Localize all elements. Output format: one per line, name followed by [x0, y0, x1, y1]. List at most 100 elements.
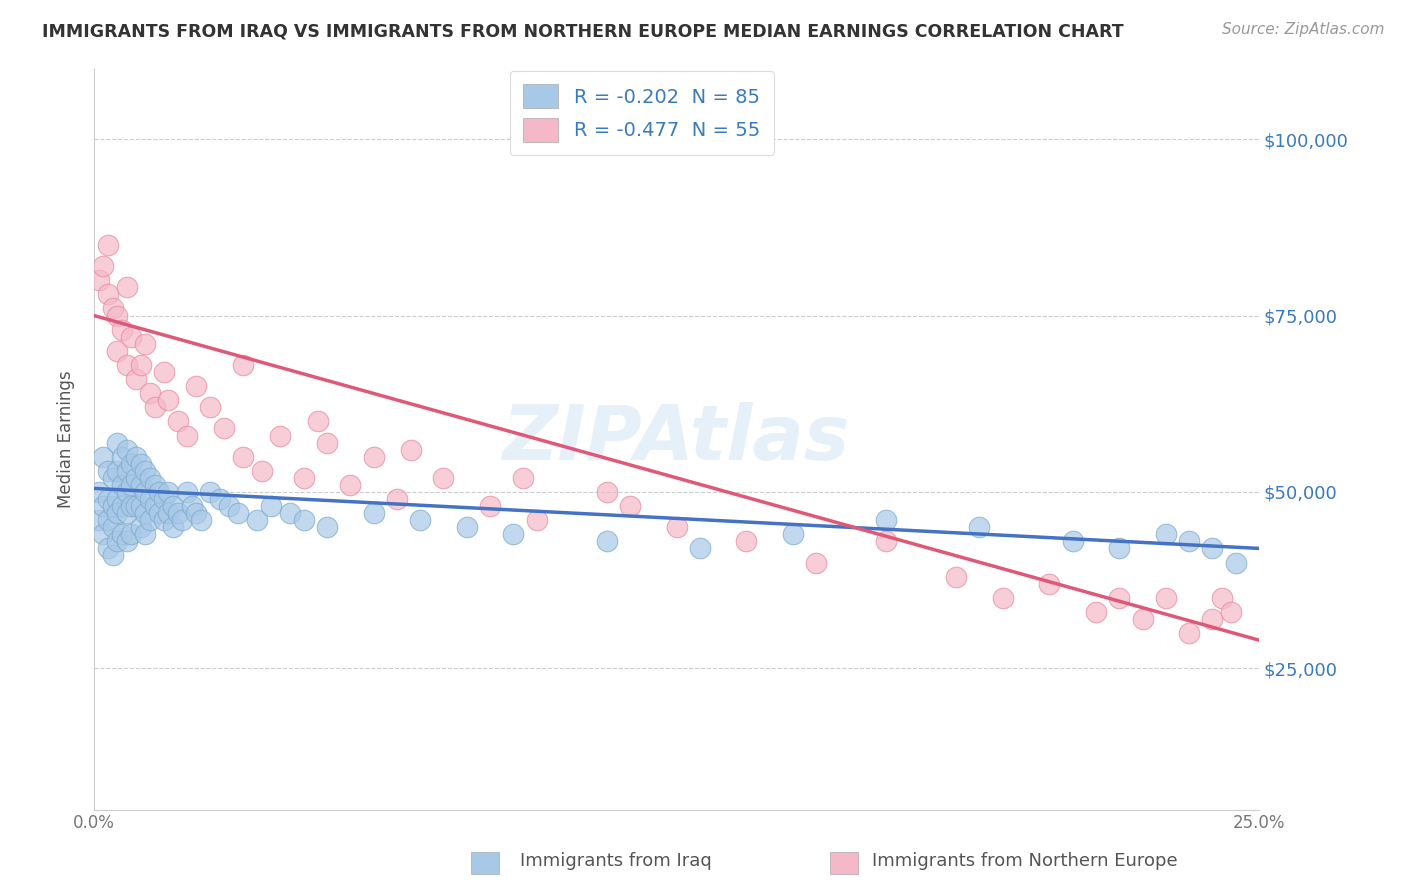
Immigrants from Iraq — [97, 464, 120, 478]
Immigrants from Iraq — [153, 513, 176, 527]
Immigrants from Northern Europe — [269, 428, 291, 442]
Immigrants from Iraq — [218, 499, 240, 513]
Immigrants from Northern Europe — [97, 287, 120, 301]
Immigrants from Northern Europe — [157, 393, 180, 408]
Immigrants from Iraq — [162, 499, 184, 513]
Immigrants from Northern Europe — [595, 485, 617, 500]
Immigrants from Iraq — [97, 513, 120, 527]
Immigrants from Iraq — [595, 534, 617, 549]
Immigrants from Iraq — [120, 527, 142, 541]
Immigrants from Northern Europe — [1132, 612, 1154, 626]
Immigrants from Northern Europe — [1220, 605, 1243, 619]
Immigrants from Iraq — [190, 513, 212, 527]
Immigrants from Iraq — [129, 499, 152, 513]
Immigrants from Northern Europe — [129, 358, 152, 372]
Immigrants from Iraq — [689, 541, 711, 556]
Immigrants from Iraq — [409, 513, 432, 527]
Immigrants from Iraq — [278, 506, 301, 520]
Immigrants from Northern Europe — [214, 421, 236, 435]
Immigrants from Iraq — [87, 513, 110, 527]
Immigrants from Iraq — [111, 478, 134, 492]
Immigrants from Northern Europe — [250, 464, 273, 478]
Immigrants from Iraq — [101, 499, 124, 513]
Immigrants from Northern Europe — [134, 336, 156, 351]
Immigrants from Iraq — [875, 513, 897, 527]
Immigrants from Northern Europe — [111, 323, 134, 337]
Immigrants from Iraq — [363, 506, 385, 520]
Immigrants from Northern Europe — [432, 471, 454, 485]
Immigrants from Northern Europe — [945, 569, 967, 583]
Immigrants from Iraq — [200, 485, 222, 500]
Immigrants from Iraq — [125, 450, 148, 464]
Immigrants from Iraq — [115, 534, 138, 549]
Immigrants from Iraq — [129, 457, 152, 471]
Immigrants from Iraq — [1062, 534, 1084, 549]
Immigrants from Northern Europe — [385, 491, 408, 506]
Immigrants from Iraq — [101, 549, 124, 563]
Immigrants from Iraq — [157, 506, 180, 520]
Immigrants from Northern Europe — [875, 534, 897, 549]
Immigrants from Iraq — [157, 485, 180, 500]
Text: Immigrants from Northern Europe: Immigrants from Northern Europe — [872, 852, 1177, 870]
Immigrants from Northern Europe — [143, 401, 166, 415]
Immigrants from Northern Europe — [307, 414, 329, 428]
Immigrants from Iraq — [120, 499, 142, 513]
Immigrants from Iraq — [115, 464, 138, 478]
Immigrants from Iraq — [456, 520, 478, 534]
Immigrants from Northern Europe — [91, 259, 114, 273]
Immigrants from Iraq — [316, 520, 339, 534]
Immigrants from Northern Europe — [200, 401, 222, 415]
Immigrants from Northern Europe — [339, 478, 361, 492]
Immigrants from Iraq — [148, 506, 170, 520]
Immigrants from Northern Europe — [125, 372, 148, 386]
Immigrants from Iraq — [91, 499, 114, 513]
Immigrants from Northern Europe — [97, 238, 120, 252]
Immigrants from Iraq — [969, 520, 991, 534]
Immigrants from Northern Europe — [1108, 591, 1130, 605]
Immigrants from Iraq — [87, 485, 110, 500]
Immigrants from Iraq — [782, 527, 804, 541]
Text: ZIPAtlas: ZIPAtlas — [503, 402, 851, 476]
Immigrants from Iraq — [143, 499, 166, 513]
Immigrants from Iraq — [180, 499, 202, 513]
Legend: R = -0.202  N = 85, R = -0.477  N = 55: R = -0.202 N = 85, R = -0.477 N = 55 — [509, 70, 773, 155]
Text: IMMIGRANTS FROM IRAQ VS IMMIGRANTS FROM NORTHERN EUROPE MEDIAN EARNINGS CORRELAT: IMMIGRANTS FROM IRAQ VS IMMIGRANTS FROM … — [42, 22, 1123, 40]
Immigrants from Northern Europe — [1178, 626, 1201, 640]
Immigrants from Iraq — [105, 534, 128, 549]
Immigrants from Northern Europe — [1201, 612, 1223, 626]
Immigrants from Northern Europe — [115, 280, 138, 294]
Immigrants from Northern Europe — [316, 435, 339, 450]
Immigrants from Northern Europe — [232, 358, 254, 372]
Immigrants from Iraq — [120, 478, 142, 492]
Text: Source: ZipAtlas.com: Source: ZipAtlas.com — [1222, 22, 1385, 37]
Immigrants from Iraq — [260, 499, 283, 513]
Immigrants from Northern Europe — [399, 442, 422, 457]
Immigrants from Northern Europe — [139, 386, 162, 401]
Immigrants from Iraq — [115, 485, 138, 500]
Immigrants from Iraq — [292, 513, 315, 527]
Immigrants from Iraq — [125, 471, 148, 485]
Immigrants from Iraq — [97, 491, 120, 506]
Immigrants from Northern Europe — [105, 343, 128, 358]
Immigrants from Northern Europe — [991, 591, 1014, 605]
Immigrants from Northern Europe — [166, 414, 188, 428]
Immigrants from Iraq — [101, 520, 124, 534]
Immigrants from Iraq — [101, 471, 124, 485]
Immigrants from Northern Europe — [186, 379, 208, 393]
Immigrants from Iraq — [111, 527, 134, 541]
Immigrants from Iraq — [228, 506, 250, 520]
Immigrants from Iraq — [129, 520, 152, 534]
Immigrants from Iraq — [111, 450, 134, 464]
Immigrants from Iraq — [125, 499, 148, 513]
Immigrants from Iraq — [1178, 534, 1201, 549]
Immigrants from Northern Europe — [176, 428, 198, 442]
Immigrants from Northern Europe — [526, 513, 548, 527]
Immigrants from Iraq — [148, 485, 170, 500]
Immigrants from Iraq — [1108, 541, 1130, 556]
Immigrants from Iraq — [139, 471, 162, 485]
Immigrants from Northern Europe — [1154, 591, 1177, 605]
Immigrants from Northern Europe — [87, 273, 110, 287]
Immigrants from Iraq — [1154, 527, 1177, 541]
Immigrants from Iraq — [105, 435, 128, 450]
Immigrants from Northern Europe — [735, 534, 758, 549]
